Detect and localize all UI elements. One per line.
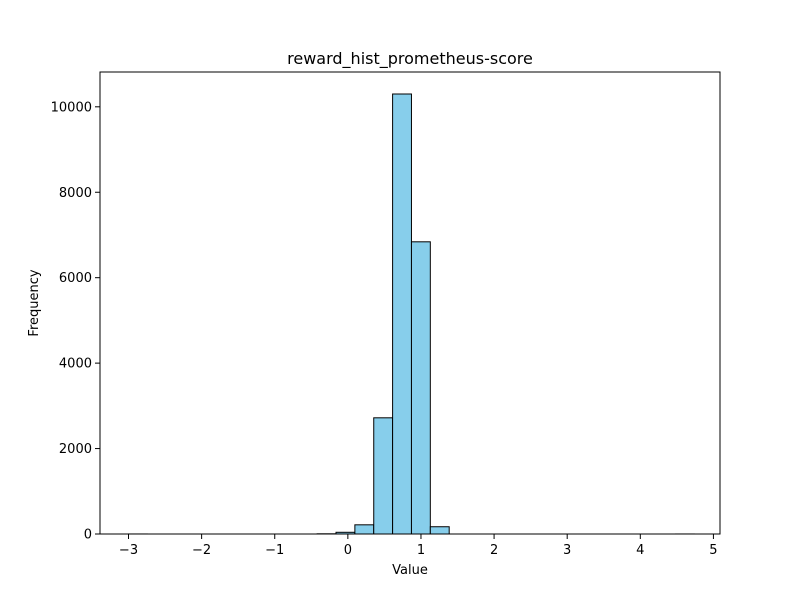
y-tick-label: 2000 — [59, 442, 92, 457]
y-axis-label: Frequency — [27, 269, 42, 336]
x-tick-label: 1 — [417, 543, 425, 558]
x-axis-label: Value — [392, 563, 428, 578]
y-axis-ticks: 0 2000 4000 6000 8000 10000 — [51, 100, 100, 542]
bars-group — [129, 94, 695, 534]
y-tick-label: 4000 — [59, 357, 92, 372]
x-tick-label: 3 — [563, 543, 571, 558]
x-tick-label: 2 — [490, 543, 498, 558]
x-tick-label: 0 — [344, 543, 352, 558]
x-tick-label: 4 — [636, 543, 644, 558]
x-tick-label: −1 — [265, 543, 284, 558]
histogram-bar-16 — [430, 527, 449, 534]
y-tick-label: 6000 — [59, 271, 92, 286]
y-tick-label: 10000 — [51, 100, 92, 115]
histogram-bar-13 — [374, 418, 393, 534]
x-tick-label: −2 — [192, 543, 211, 558]
x-tick-label: −3 — [119, 543, 138, 558]
y-tick-label: 8000 — [59, 186, 92, 201]
chart-title: reward_hist_prometheus-score — [287, 49, 533, 69]
histogram-bar-15 — [411, 242, 430, 534]
x-tick-label: 5 — [709, 543, 717, 558]
histogram-bar-14 — [393, 94, 412, 534]
y-tick-label: 0 — [84, 528, 92, 543]
histogram-bar-12 — [355, 525, 374, 534]
x-axis-ticks: −3 −2 −1 0 1 2 3 4 5 — [119, 534, 718, 558]
